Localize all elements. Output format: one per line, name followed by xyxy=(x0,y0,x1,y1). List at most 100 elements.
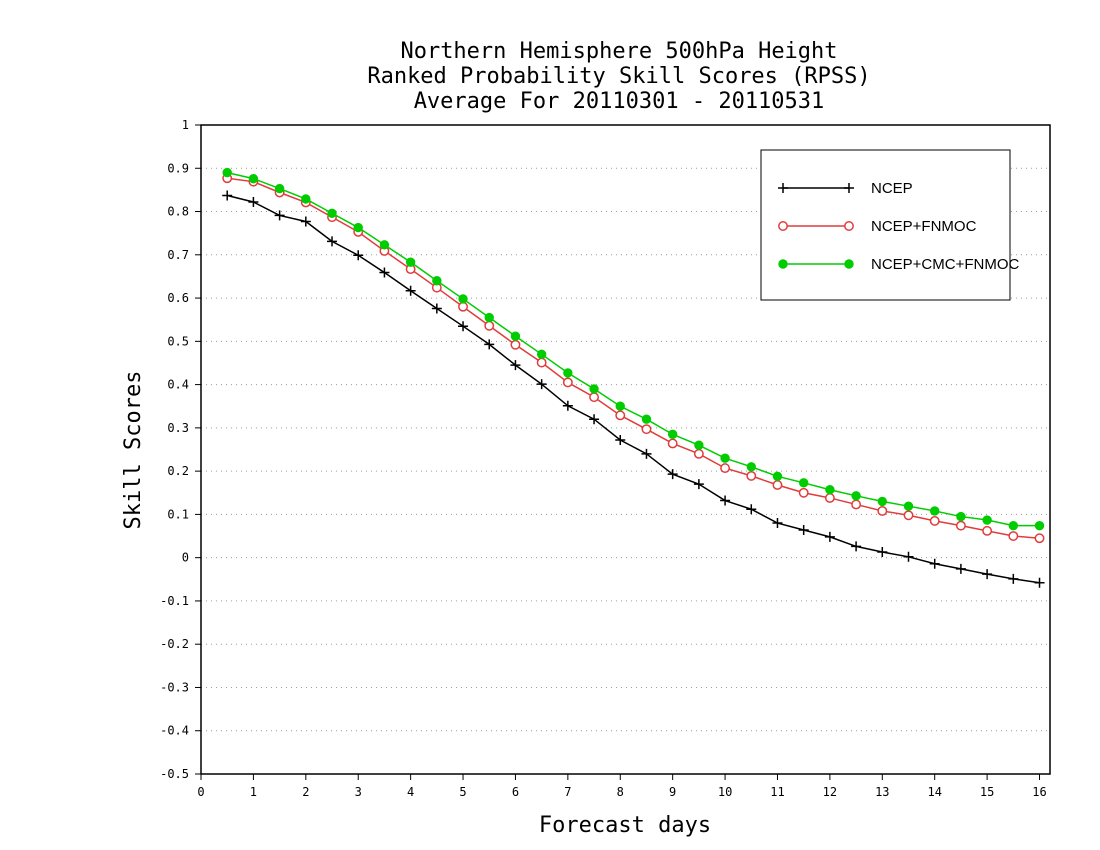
y-tick-label: 0.1 xyxy=(167,507,189,521)
data-point xyxy=(956,511,966,522)
data-point xyxy=(300,216,311,227)
data-point xyxy=(930,506,940,516)
data-point xyxy=(929,515,940,526)
data-point xyxy=(484,339,495,350)
data-point xyxy=(301,194,311,204)
data-point xyxy=(222,190,233,201)
data-point xyxy=(274,183,285,194)
y-axis: -0.5 -0.4 -0.3 -0.2 -0.1 0 0.1 0.2 0.3 0.4 0.5 0.6 0… xyxy=(160,118,201,781)
data-point xyxy=(877,547,888,558)
x-tick-label: 8 xyxy=(617,785,624,799)
data-point xyxy=(982,515,992,525)
y-tick-label: -0.4 xyxy=(160,724,189,738)
x-tick-label: 5 xyxy=(459,785,466,799)
data-point xyxy=(562,377,573,388)
x-tick-label: 3 xyxy=(355,785,362,799)
data-point xyxy=(641,448,652,459)
data-point xyxy=(746,470,757,481)
data-point xyxy=(903,551,914,562)
y-tick-label: 0.8 xyxy=(167,205,189,219)
y-axis-label: Skill Scores xyxy=(121,371,146,530)
data-point xyxy=(877,496,887,507)
legend-label: NCEP xyxy=(871,180,913,197)
x-tick-label: 2 xyxy=(302,785,309,799)
data-point xyxy=(589,392,600,403)
data-point xyxy=(772,471,783,482)
y-tick-label: 0.4 xyxy=(167,378,189,392)
data-point xyxy=(667,429,678,440)
legend-label: NCEP+CMC+FNMOC xyxy=(871,256,1020,273)
x-tick-label: 1 xyxy=(250,785,257,799)
y-tick-label: 0.7 xyxy=(167,248,189,262)
data-point xyxy=(562,400,573,411)
x-tick-label: 4 xyxy=(407,785,414,799)
data-point xyxy=(379,240,390,250)
data-point xyxy=(798,524,809,535)
chart-title-line-3: Average For 20110301 - 20110531 xyxy=(414,89,825,114)
x-tick-label: 14 xyxy=(927,785,941,799)
data-point xyxy=(746,462,756,472)
data-point xyxy=(641,414,652,424)
data-point xyxy=(1034,533,1045,544)
data-point xyxy=(824,531,835,542)
data-point xyxy=(536,349,547,360)
data-point xyxy=(851,541,862,552)
data-point xyxy=(903,510,914,521)
legend-marker xyxy=(844,183,854,193)
series-line-ncep xyxy=(227,194,1040,584)
x-tick-label: 0 xyxy=(197,785,204,799)
data-point xyxy=(798,478,809,488)
data-point xyxy=(405,285,416,296)
data-point xyxy=(693,479,704,490)
legend-marker xyxy=(778,259,788,269)
data-point xyxy=(536,379,547,390)
data-point xyxy=(563,368,573,378)
x-tick-label: 9 xyxy=(669,785,676,799)
data-point xyxy=(694,440,704,450)
y-tick-label: 0.3 xyxy=(167,421,189,435)
data-point xyxy=(903,501,914,511)
series-ncep xyxy=(222,190,1045,588)
data-point xyxy=(772,480,783,490)
plot-border xyxy=(200,124,1051,775)
data-point xyxy=(615,410,626,421)
chart-title-line-1: Northern Hemisphere 500hPa Height xyxy=(400,39,837,64)
data-point xyxy=(248,173,259,184)
series-ncep-cmc-fnmoc xyxy=(222,167,1045,531)
data-point xyxy=(615,434,626,445)
x-tick-label: 7 xyxy=(564,785,571,799)
legend-label: NCEP+FNMOC xyxy=(871,218,977,235)
data-point xyxy=(825,485,835,495)
series-layer xyxy=(222,167,1045,588)
data-point xyxy=(510,360,521,371)
data-point xyxy=(431,303,442,314)
data-point xyxy=(955,520,966,531)
y-tick-label: -0.3 xyxy=(160,680,189,694)
data-point xyxy=(615,401,625,411)
x-tick-label: 15 xyxy=(980,785,994,799)
data-point xyxy=(1034,520,1045,531)
legend-entry-ncep-cmc-fnmoc: NCEP+CMC+FNMOC xyxy=(778,256,1020,273)
data-point xyxy=(746,504,757,515)
data-point xyxy=(693,448,704,459)
y-tick-label: 0.6 xyxy=(167,291,189,305)
legend-entry-ncep: NCEP xyxy=(778,180,913,197)
data-point xyxy=(824,493,835,503)
data-point xyxy=(1008,531,1019,541)
chart-title: Northern Hemisphere 500hPa Height Ranked… xyxy=(367,39,870,114)
data-point xyxy=(955,563,966,574)
y-tick-label: 1 xyxy=(182,118,189,132)
data-point xyxy=(327,208,337,218)
y-tick-label: 0.2 xyxy=(167,464,189,478)
data-point xyxy=(353,250,364,261)
chart-title-line-2: Ranked Probability Skill Scores (RPSS) xyxy=(367,64,870,89)
data-point xyxy=(222,167,232,178)
data-point xyxy=(484,320,495,331)
data-point xyxy=(510,331,521,341)
data-point xyxy=(327,236,338,247)
data-point xyxy=(484,312,494,323)
x-axis-label: Forecast days xyxy=(539,813,711,838)
data-point xyxy=(536,357,547,368)
legend-entry-ncep-fnmoc: NCEP+FNMOC xyxy=(778,218,977,235)
y-tick-label: -0.1 xyxy=(160,594,189,608)
